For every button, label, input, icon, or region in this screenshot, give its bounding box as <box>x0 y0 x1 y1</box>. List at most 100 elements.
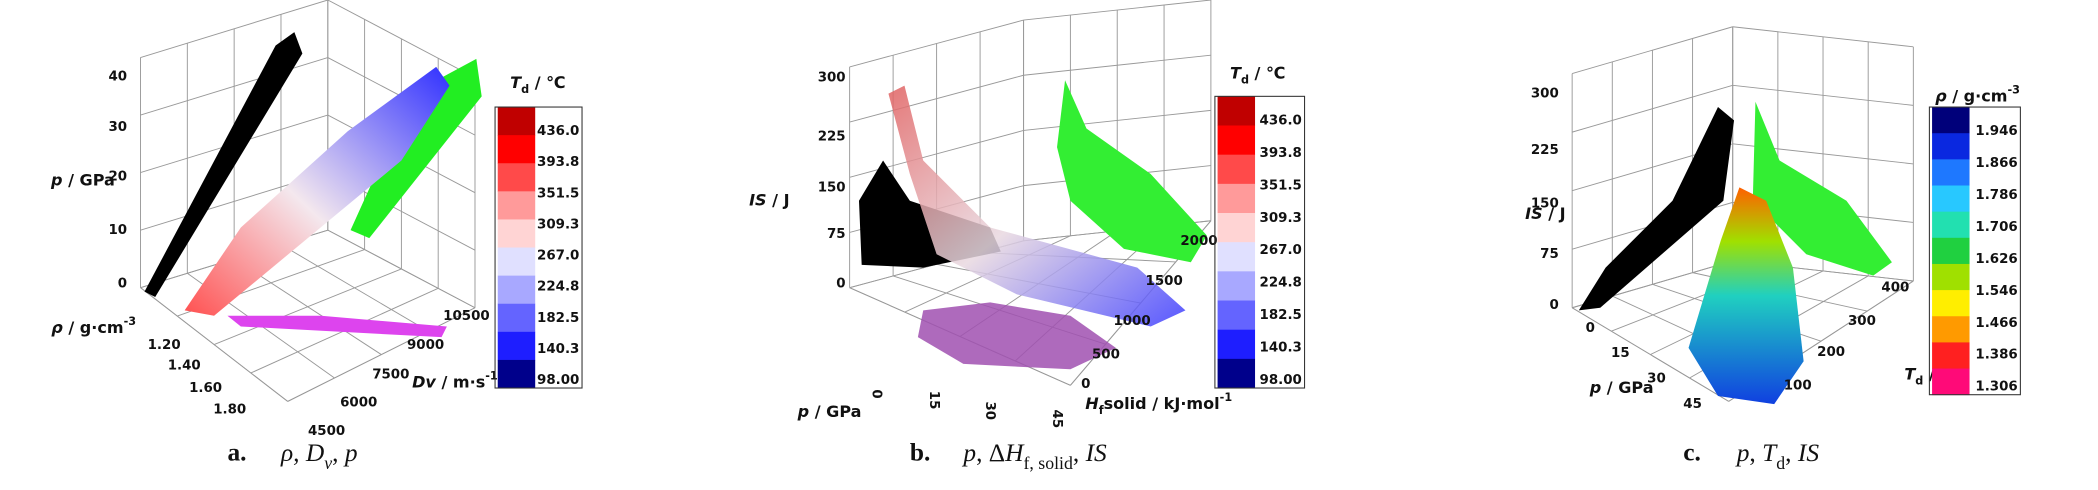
caption-text: ρ, Dv, p <box>280 439 358 473</box>
label-part: , <box>332 439 345 467</box>
frame-line <box>1023 0 1211 21</box>
label-part: / m·s <box>436 372 485 391</box>
cloud-magenta <box>227 315 447 338</box>
frame-line <box>1572 26 1733 75</box>
colorbar-tick-label: 98.00 <box>1260 373 1302 388</box>
label-part: T <box>1230 63 1242 82</box>
label-part: f <box>1099 404 1104 417</box>
colorbar-band <box>1217 154 1256 185</box>
label-part: -1 <box>485 369 498 382</box>
colorbar-tick-label: 351.5 <box>537 186 579 201</box>
z-tick-label: 75 <box>1540 247 1559 262</box>
colorbar-tick-label: 182.5 <box>537 311 579 326</box>
caption-text: p, ΔHf, solid, IS <box>961 439 1107 473</box>
label-part: / J <box>1543 204 1566 223</box>
colorbar-tick-label: 1.466 <box>1975 316 2017 331</box>
label-part: T <box>1762 439 1778 467</box>
cloud-black <box>1578 107 1735 311</box>
colorbar-tick-label: 224.8 <box>1260 276 1302 291</box>
colorbar-title: Td / ℃ <box>510 72 565 95</box>
y-axis-label: ρ / g·cm-3 <box>51 314 136 336</box>
colorbar-tick-label: 140.3 <box>537 342 579 357</box>
cloud-black <box>144 32 303 298</box>
colorbar-tick-label: 351.5 <box>1260 178 1302 193</box>
colorbar-title: ρ / g·cm-3 <box>1935 83 2020 105</box>
frame-line <box>849 19 1024 68</box>
colorbar-band <box>1932 342 1970 369</box>
frame-line <box>280 244 429 332</box>
z-axis-label: p / GPa <box>50 170 115 189</box>
label-part: ρ, <box>280 439 306 467</box>
frame-line <box>140 287 288 402</box>
label-part: H <box>1004 439 1025 467</box>
label-part: -3 <box>124 314 136 327</box>
y-tick-label: 30 <box>982 402 997 421</box>
y-tick-label: 45 <box>1683 397 1702 412</box>
label-part: d <box>1915 374 1923 387</box>
frame-line <box>1023 54 1211 76</box>
label-part: / ℃ <box>529 72 565 91</box>
frame-line <box>1571 307 1729 402</box>
z-tick-label: 75 <box>827 227 846 242</box>
z-tick-label: 225 <box>818 129 846 144</box>
label-part: / GPa <box>809 402 861 421</box>
colorbar-band <box>1217 300 1256 331</box>
colorbar-tick-label: 182.5 <box>1260 308 1302 323</box>
x-tick-label: 9000 <box>407 338 444 353</box>
y-tick-label: 1.60 <box>189 381 222 396</box>
colorbar-tick-label: 224.8 <box>537 280 579 295</box>
x-tick-label: 10500 <box>443 309 490 324</box>
y-tick-label: 30 <box>1647 372 1666 387</box>
colorbar-tick-label: 1.866 <box>1975 156 2017 171</box>
label-part: v <box>324 453 332 473</box>
colorbar-band <box>1217 358 1256 389</box>
z-tick-label: 10 <box>108 223 127 238</box>
x-tick-label: 1000 <box>1113 314 1150 329</box>
label-part: -1 <box>1220 391 1233 404</box>
colorbar-band <box>1217 213 1256 243</box>
y-tick-label: 45 <box>1049 410 1064 429</box>
label-part: / GPa <box>1601 378 1653 397</box>
x-tick-label: 300 <box>1848 314 1876 329</box>
colorbar-tick-label: 393.8 <box>1260 146 1302 161</box>
colorbar-tick-label: 140.3 <box>1260 341 1302 356</box>
colorbar-frame <box>494 106 583 389</box>
colorbar-title: Td / ℃ <box>1230 63 1285 86</box>
x-tick-label: 0 <box>1081 377 1090 392</box>
cloud-rho <box>1688 187 1804 405</box>
x-axis-label: Hfsolid / kJ·mol-1 <box>1085 391 1232 417</box>
label-part: T <box>510 72 522 91</box>
y-tick-label: 1.40 <box>168 358 201 373</box>
colorbar-band <box>1217 183 1256 214</box>
frame-line <box>140 0 328 58</box>
colorbar-tick-label: 1.546 <box>1975 284 2017 299</box>
label-part: d <box>1241 73 1249 86</box>
label-part: IS <box>1797 439 1819 467</box>
colorbar-tick-label: 1.386 <box>1975 348 2017 363</box>
label-part: ρ <box>1935 86 1947 105</box>
z-axis-label: IS / J <box>749 190 790 209</box>
colorbar-tick-label: 267.0 <box>537 249 579 264</box>
z-tick-label: 0 <box>1549 298 1558 313</box>
label-part: f, solid <box>1023 453 1073 473</box>
z-tick-label: 0 <box>118 277 127 292</box>
label-part: / GPa <box>63 170 115 189</box>
label-part: , <box>1749 439 1762 467</box>
caption-letter: c. <box>1683 439 1701 467</box>
colorbar-tick-label: 436.0 <box>537 124 579 139</box>
colorbar-band <box>1217 271 1256 301</box>
label-part: p <box>1735 439 1750 467</box>
colorbar-tick-label: 1.786 <box>1975 188 2017 203</box>
label-part: IS <box>1085 439 1107 467</box>
colorbar-tick-label: 436.0 <box>1260 113 1302 128</box>
colorbar-band <box>1932 316 1970 343</box>
label-part: H <box>1085 394 1099 413</box>
frame-line <box>1572 84 1733 133</box>
colorbar-tick-label: 309.3 <box>537 217 579 232</box>
x-tick-label: 2000 <box>1180 234 1217 249</box>
label-part: d <box>1776 453 1785 473</box>
label-part: T <box>1904 364 1916 383</box>
label-part: p <box>961 439 976 467</box>
y-tick-label: 1.80 <box>213 402 246 417</box>
y-axis-label: p / GPa <box>797 402 862 421</box>
